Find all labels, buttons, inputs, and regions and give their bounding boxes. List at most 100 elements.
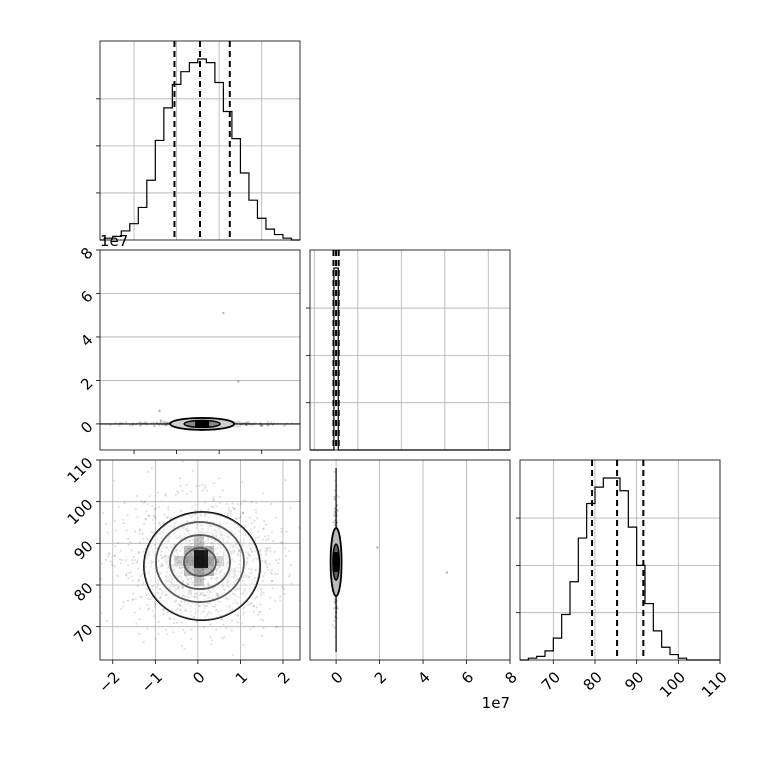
scatter-point xyxy=(180,621,183,624)
scatter-point xyxy=(206,537,210,540)
scatter-point xyxy=(179,600,183,603)
scatter-point xyxy=(168,585,171,588)
scatter-point xyxy=(191,567,194,570)
scatter-point xyxy=(265,566,268,569)
scatter-point xyxy=(138,529,142,532)
scatter-point xyxy=(174,600,178,603)
scatter-point xyxy=(229,569,232,573)
scatter-point xyxy=(253,579,256,582)
scatter-point xyxy=(238,425,242,428)
scatter-point xyxy=(224,578,227,581)
scatter-point xyxy=(167,575,171,579)
scatter-point xyxy=(150,561,153,564)
scatter-point xyxy=(213,481,216,485)
scatter-point xyxy=(160,589,163,592)
scatter-point xyxy=(202,626,206,629)
scatter-point xyxy=(196,578,199,581)
scatter-point xyxy=(243,605,246,609)
scatter-point xyxy=(242,590,245,593)
scatter-point xyxy=(244,594,247,598)
y-tick-label: 2 xyxy=(77,374,96,393)
scatter-point xyxy=(251,550,254,553)
scatter-point xyxy=(250,501,253,504)
scatter-point xyxy=(136,584,139,588)
scatter-point xyxy=(225,597,228,600)
scatter-point xyxy=(194,612,197,615)
scatter-point xyxy=(216,542,219,545)
scatter-point xyxy=(221,637,224,640)
scatter-point xyxy=(250,601,253,605)
scatter-point xyxy=(193,616,197,619)
histogram-bin xyxy=(645,604,653,660)
scatter-point xyxy=(85,574,87,576)
scatter-point xyxy=(138,618,141,621)
scatter-point xyxy=(162,608,165,611)
scatter-point xyxy=(251,550,254,553)
scatter-point xyxy=(238,421,241,424)
scatter-point xyxy=(150,530,153,534)
scatter-point xyxy=(187,593,190,596)
scatter-point xyxy=(220,592,224,595)
scatter-point xyxy=(113,519,117,523)
scatter-point xyxy=(209,623,212,626)
scatter-point xyxy=(157,559,161,563)
scatter-point xyxy=(150,467,153,470)
scatter-point xyxy=(222,564,225,567)
x-offset-label-mid: 1e7 xyxy=(482,694,510,712)
y-tick-label: 100 xyxy=(64,495,97,528)
histogram-bin xyxy=(249,200,258,240)
x-tick-label: 100 xyxy=(656,668,689,701)
plot-area xyxy=(329,468,449,652)
scatter-point xyxy=(333,626,336,629)
scatter-point xyxy=(119,558,122,561)
scatter-point xyxy=(239,539,242,542)
scatter-point xyxy=(234,517,237,520)
y-tick-label: 70 xyxy=(70,620,96,646)
scatter-point xyxy=(127,577,130,580)
scatter-point xyxy=(181,489,184,492)
scatter-point xyxy=(146,557,149,560)
scatter-point xyxy=(174,493,178,496)
density-cell xyxy=(194,576,204,587)
scatter-point xyxy=(333,514,336,517)
scatter-point xyxy=(245,576,248,579)
scatter-point xyxy=(177,585,180,588)
panel-scatter-param3-vs-param1: −2 −1 0 1 2 70 80 90 100 110 xyxy=(64,454,301,696)
scatter-point xyxy=(256,558,259,561)
scatter-point xyxy=(210,577,213,580)
scatter-point xyxy=(216,531,219,534)
scatter-point xyxy=(163,513,166,516)
scatter-point xyxy=(193,616,196,619)
scatter-point xyxy=(249,603,252,606)
scatter-point xyxy=(138,632,141,635)
scatter-point xyxy=(159,595,162,599)
scatter-point xyxy=(203,515,206,518)
scatter-point xyxy=(203,606,206,610)
scatter-point xyxy=(221,585,224,588)
scatter-point xyxy=(88,568,90,570)
scatter-point xyxy=(259,610,262,614)
scatter-point xyxy=(172,569,175,572)
scatter-point xyxy=(241,512,245,515)
scatter-point xyxy=(187,591,191,594)
scatter-point xyxy=(242,592,245,595)
scatter-point xyxy=(182,569,185,572)
axes-frame xyxy=(99,249,301,451)
histogram-bin xyxy=(670,655,678,660)
scatter-point xyxy=(229,575,232,578)
scatter-point xyxy=(184,609,188,612)
histogram-bin xyxy=(662,647,670,660)
scatter-point xyxy=(143,522,146,525)
scatter-point xyxy=(137,578,140,581)
scatter-point xyxy=(216,560,219,563)
scatter-point xyxy=(202,603,205,606)
scatter-point xyxy=(165,424,168,427)
scatter-point xyxy=(246,600,249,604)
scatter-point xyxy=(238,517,241,520)
scatter-point xyxy=(175,565,178,568)
scatter-point xyxy=(144,517,147,520)
scatter-point xyxy=(190,515,193,518)
scatter-point xyxy=(152,550,155,553)
scatter-point xyxy=(237,587,241,590)
scatter-point xyxy=(137,550,140,554)
